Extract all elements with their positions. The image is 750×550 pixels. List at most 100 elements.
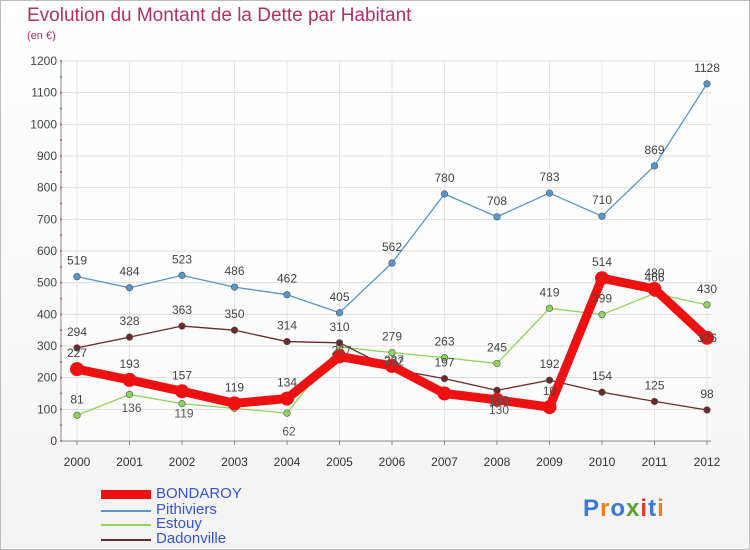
x-tick-label: 2000 xyxy=(64,455,91,469)
data-label: 10 xyxy=(543,384,557,398)
data-label: 480 xyxy=(644,266,664,280)
data-point xyxy=(598,388,606,396)
data-label: 562 xyxy=(382,240,402,254)
legend-item-pithiviers[interactable]: Pithiviers xyxy=(101,501,361,519)
data-label: 154 xyxy=(592,369,612,383)
data-label-overlap: 155 xyxy=(489,395,509,409)
data-point xyxy=(650,397,659,406)
data-point xyxy=(280,391,294,406)
data-point xyxy=(598,311,606,319)
data-label: 363 xyxy=(172,303,192,317)
data-point xyxy=(493,213,501,221)
data-label: 157 xyxy=(172,368,192,382)
data-point xyxy=(178,271,186,279)
data-point xyxy=(388,259,396,267)
data-label: 462 xyxy=(277,272,297,286)
data-label-overlap: 130 xyxy=(489,403,509,417)
y-tick-label: 300 xyxy=(37,339,57,353)
data-point xyxy=(70,362,84,377)
data-label: 1128 xyxy=(694,61,720,75)
data-label: 783 xyxy=(539,170,559,184)
data-label: 405 xyxy=(329,290,349,304)
data-point xyxy=(73,344,81,352)
data-label: 314 xyxy=(277,319,297,333)
legend-item-bondaroy[interactable]: BONDAROY xyxy=(101,485,361,503)
data-label: 245 xyxy=(487,340,507,354)
y-tick-label: 100 xyxy=(37,402,57,416)
y-tick-label: 400 xyxy=(37,307,57,321)
data-point xyxy=(437,386,452,401)
legend-swatch xyxy=(101,510,151,512)
data-point xyxy=(545,304,554,312)
y-tick-label: 200 xyxy=(37,371,57,385)
data-label-overlap: 232 xyxy=(384,355,404,369)
data-point xyxy=(703,80,711,88)
legend-swatch xyxy=(101,539,151,541)
data-point xyxy=(178,400,186,408)
data-point xyxy=(73,411,81,419)
x-tick-label: 2003 xyxy=(221,455,248,469)
x-tick-label: 2011 xyxy=(642,455,668,469)
x-tick-label: 2012 xyxy=(694,455,721,469)
legend-item-estouy[interactable]: Estouy xyxy=(101,515,361,533)
legend-label: BONDAROY xyxy=(156,485,242,502)
y-tick-label: 800 xyxy=(37,181,57,195)
data-point xyxy=(73,273,81,281)
data-point xyxy=(703,301,711,309)
data-label: 125 xyxy=(644,378,664,392)
data-label: 294 xyxy=(67,325,87,339)
legend-label: Dadonville xyxy=(156,530,227,547)
data-label: 326 xyxy=(697,331,717,345)
data-point xyxy=(283,337,291,346)
data-point xyxy=(332,349,347,364)
data-label: 279 xyxy=(382,330,402,344)
data-point xyxy=(700,330,714,345)
data-label: 134 xyxy=(277,376,297,390)
data-label-overlap: 237 xyxy=(384,353,404,367)
data-point xyxy=(493,359,501,368)
x-tick-label: 2001 xyxy=(116,455,143,469)
data-label: 484 xyxy=(119,265,139,279)
data-label: 399 xyxy=(592,292,612,306)
data-point xyxy=(440,190,449,198)
data-point xyxy=(230,326,239,334)
legend-swatch xyxy=(101,524,151,526)
proxiti-logo: Proxiti xyxy=(583,495,665,522)
data-label: 419 xyxy=(539,285,559,299)
data-label: 119 xyxy=(225,380,244,394)
data-label-overlap: 160 xyxy=(489,393,509,407)
data-point xyxy=(335,309,344,317)
data-label: 310 xyxy=(329,320,349,334)
data-point xyxy=(388,349,396,357)
y-tick-label: 900 xyxy=(37,149,57,163)
data-label: 193 xyxy=(119,357,139,371)
y-tick-label: 600 xyxy=(37,244,57,258)
legend-item-dadonville[interactable]: Dadonville xyxy=(101,530,361,548)
data-point xyxy=(125,390,134,399)
data-point xyxy=(490,392,504,407)
chart-subtitle: (en €) xyxy=(27,30,56,42)
data-label-overlap: 62 xyxy=(282,424,296,438)
data-label: 430 xyxy=(697,282,717,296)
data-point xyxy=(230,283,239,291)
data-point xyxy=(175,384,189,399)
data-label: 192 xyxy=(539,357,559,371)
x-tick-label: 2009 xyxy=(536,455,563,469)
data-point xyxy=(703,406,711,414)
data-label: 197 xyxy=(434,356,454,370)
data-label: 98 xyxy=(700,387,714,401)
x-tick-label: 2006 xyxy=(379,455,406,469)
data-point xyxy=(227,396,242,411)
data-point xyxy=(650,162,659,170)
data-point xyxy=(178,322,186,330)
data-label-overlap: 267 xyxy=(331,343,351,357)
data-point xyxy=(545,189,554,197)
data-point xyxy=(125,284,134,292)
data-label-overlap: 136 xyxy=(121,401,141,415)
data-label: 263 xyxy=(434,335,454,349)
data-point xyxy=(122,372,137,387)
data-label: 780 xyxy=(434,171,454,185)
data-point xyxy=(595,271,609,286)
data-point xyxy=(385,358,399,373)
